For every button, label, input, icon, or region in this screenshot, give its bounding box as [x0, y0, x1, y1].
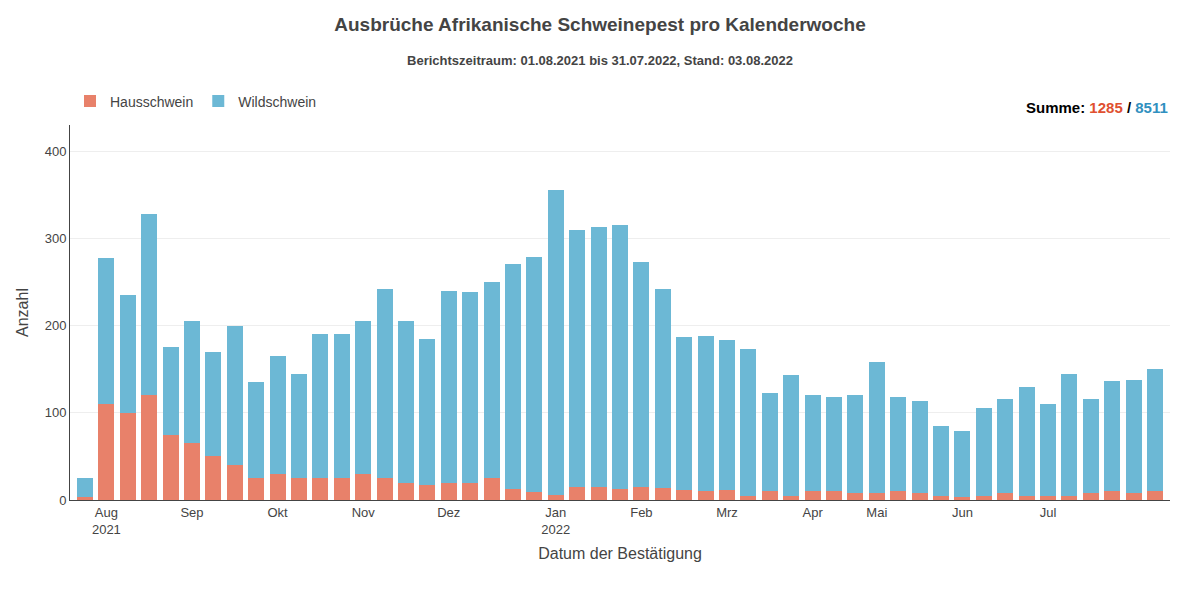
svg-text:100: 100 — [45, 405, 67, 420]
svg-text:Wildschwein: Wildschwein — [238, 94, 316, 110]
svg-text:Apr: Apr — [802, 505, 823, 520]
svg-text:Hausschwein: Hausschwein — [110, 94, 193, 110]
svg-text:Summe: 1285 / 8511: Summe: 1285 / 8511 — [1026, 99, 1168, 116]
svg-text:300: 300 — [45, 231, 67, 246]
svg-text:0: 0 — [59, 493, 66, 508]
svg-text:Sep: Sep — [180, 505, 203, 520]
svg-text:Okt: Okt — [267, 505, 288, 520]
svg-text:Berichtszeitraum: 01.08.2021 b: Berichtszeitraum: 01.08.2021 bis 31.07.2… — [407, 53, 793, 68]
svg-text:Datum der Bestätigung: Datum der Bestätigung — [538, 545, 702, 562]
svg-text:200: 200 — [45, 318, 67, 333]
svg-text:Jun: Jun — [952, 505, 973, 520]
svg-text:Dez: Dez — [437, 505, 460, 520]
svg-text:Feb: Feb — [630, 505, 652, 520]
svg-text:Nov: Nov — [352, 505, 376, 520]
svg-text:Mrz: Mrz — [716, 505, 738, 520]
svg-text:Anzahl: Anzahl — [14, 288, 31, 337]
svg-text:Mai: Mai — [866, 505, 887, 520]
svg-text:Jan2022: Jan2022 — [541, 505, 570, 537]
svg-text:Ausbrüche Afrikanische Schwein: Ausbrüche Afrikanische Schweinepest pro … — [334, 14, 865, 35]
svg-text:Aug2021: Aug2021 — [92, 505, 121, 537]
svg-text:400: 400 — [45, 144, 67, 159]
svg-text:Jul: Jul — [1040, 505, 1057, 520]
